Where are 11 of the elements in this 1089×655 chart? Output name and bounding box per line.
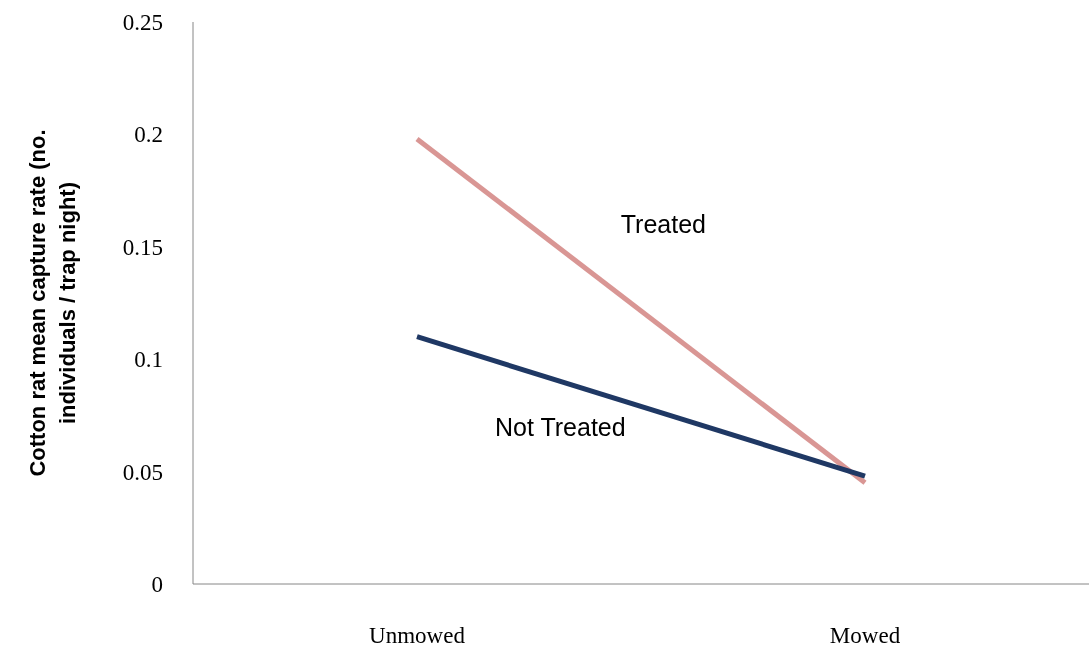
y-tick-label: 0.2: [134, 122, 163, 148]
x-tick-label: Unmowed: [369, 623, 466, 648]
y-tick-label: 0.1: [134, 347, 163, 373]
y-axis-title: Cotton rat mean capture rate (no. individuals / trap night): [25, 129, 80, 477]
y-tick-label: 0: [151, 572, 163, 598]
series-label: Not Treated: [495, 413, 626, 442]
x-tick-label: Mowed: [829, 623, 901, 648]
series-label: Treated: [620, 210, 707, 239]
y-tick-label: 0.15: [122, 234, 163, 260]
y-tick-label: 0.25: [122, 10, 163, 36]
y-tick-label: 0.05: [122, 459, 163, 485]
